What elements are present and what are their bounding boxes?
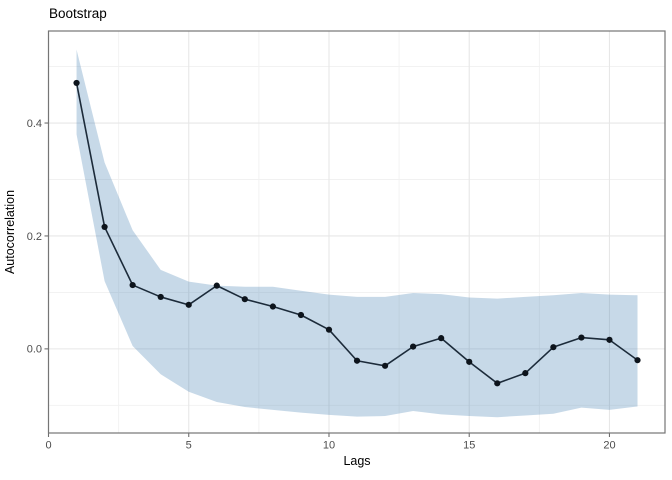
x-tick-label: 0 (45, 440, 51, 452)
data-point (185, 301, 192, 308)
data-point (101, 223, 108, 231)
data-point (157, 293, 164, 301)
data-point (550, 344, 557, 351)
x-tick-label: 5 (186, 440, 192, 452)
data-point (578, 334, 585, 341)
data-point (522, 370, 529, 377)
x-axis-title: Lags (343, 454, 371, 468)
panel-border (47, 30, 666, 434)
data-point (606, 336, 613, 343)
data-point (634, 357, 641, 364)
data-point (241, 296, 248, 303)
chart-title: Bootstrap (49, 6, 107, 21)
y-tick-label: 0.0 (27, 344, 42, 356)
data-point (129, 281, 136, 289)
data-point (381, 362, 389, 369)
x-tick-label: 10 (323, 440, 335, 452)
data-point (73, 79, 80, 87)
data-point (297, 311, 305, 319)
data-point (466, 358, 473, 365)
data-point (213, 282, 220, 289)
data-point (353, 357, 361, 364)
data-point (438, 335, 445, 342)
data-point (325, 326, 333, 333)
data-point (410, 343, 417, 350)
y-tick-label: 0.2 (27, 231, 42, 243)
data-point (269, 303, 276, 310)
confidence-ribbon (76, 49, 638, 418)
x-tick-label: 15 (463, 440, 475, 452)
panel-background (48, 31, 665, 433)
data-point (494, 380, 501, 387)
x-tick-label: 20 (603, 440, 615, 452)
y-tick-label: 0.4 (27, 118, 42, 130)
